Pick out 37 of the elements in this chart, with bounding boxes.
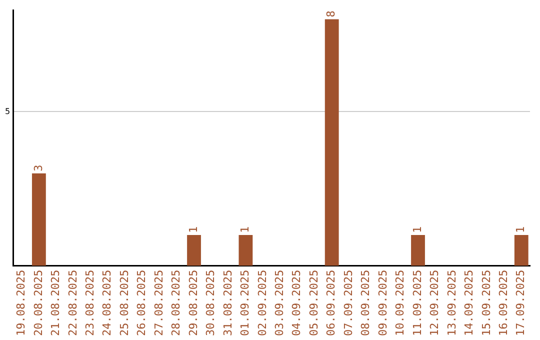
data-label: 1: [186, 226, 200, 233]
data-label: 1: [238, 226, 252, 233]
x-tick-label: 30.08.2025: [204, 270, 218, 336]
x-tick-label: 04.09.2025: [290, 270, 304, 336]
x-tick-label: 10.09.2025: [394, 270, 407, 336]
x-tick-label: 23.08.2025: [83, 270, 96, 336]
x-tick-label: 28.08.2025: [170, 270, 183, 336]
x-tick-label: 16.09.2025: [497, 270, 510, 336]
data-label: 8: [324, 10, 338, 18]
x-tick-label: 11.09.2025: [410, 270, 424, 336]
x-tick-label: 12.09.2025: [428, 270, 442, 336]
x-tick-label: 03.09.2025: [273, 270, 286, 336]
x-tick-label: 27.08.2025: [152, 270, 166, 336]
x-tick-label: 15.09.2025: [480, 270, 493, 336]
x-tick-label: 20.08.2025: [32, 270, 45, 336]
x-tick-label: 05.09.2025: [307, 270, 320, 336]
x-tick-label: 19.08.2025: [14, 270, 28, 336]
y-tick-label: 5: [4, 106, 10, 116]
data-label: 1: [514, 226, 528, 233]
x-tick-label: 24.08.2025: [100, 270, 114, 336]
x-tick-label: 21.08.2025: [49, 270, 62, 336]
data-label: 1: [410, 226, 424, 233]
x-tick-label: 08.09.2025: [359, 270, 372, 336]
x-tick-label: 25.08.2025: [118, 270, 131, 336]
x-tick-label: 29.08.2025: [186, 270, 200, 336]
x-tick-label: 31.08.2025: [221, 270, 234, 336]
data-label: 3: [32, 164, 45, 172]
x-tick-label: 01.09.2025: [238, 270, 252, 336]
x-tick-label: 13.09.2025: [445, 270, 458, 336]
x-tick-label: 06.09.2025: [324, 270, 338, 336]
x-tick-label: 09.09.2025: [376, 270, 390, 336]
x-tick-label: 14.09.2025: [462, 270, 476, 336]
x-tick-label: 07.09.2025: [342, 270, 355, 336]
x-tick-label: 17.09.2025: [514, 270, 528, 336]
x-tick-label: 02.09.2025: [256, 270, 269, 336]
x-tick-label: 26.08.2025: [135, 270, 148, 336]
x-tick-label: 22.08.2025: [66, 270, 80, 336]
